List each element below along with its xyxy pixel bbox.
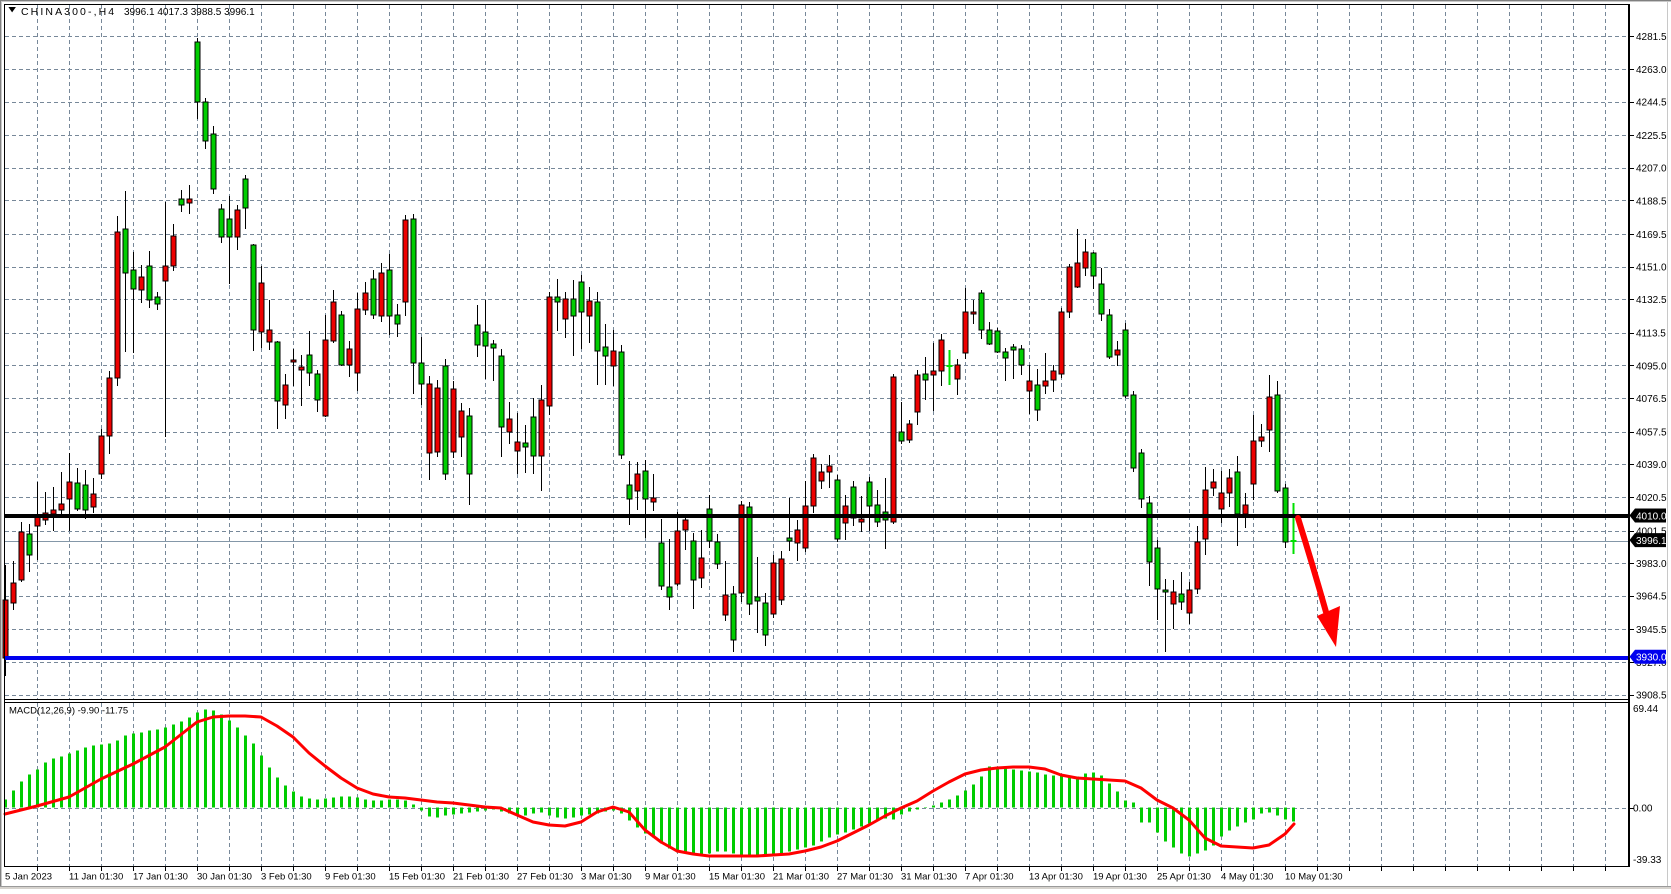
svg-text:MACD(12,26,9) -9.90 -11.75: MACD(12,26,9) -9.90 -11.75	[9, 706, 128, 717]
svg-text:4039.0: 4039.0	[1636, 460, 1667, 471]
svg-text:27 Mar 01:30: 27 Mar 01:30	[837, 872, 893, 883]
svg-text:27 Feb 01:30: 27 Feb 01:30	[517, 872, 573, 883]
svg-text:4095.0: 4095.0	[1636, 361, 1667, 372]
svg-text:4263.0: 4263.0	[1636, 65, 1667, 76]
svg-text:4244.5: 4244.5	[1636, 97, 1667, 108]
svg-text:7 Apr 01:30: 7 Apr 01:30	[965, 872, 1014, 883]
svg-text:4020.5: 4020.5	[1636, 493, 1667, 504]
svg-text:10 May 01:30: 10 May 01:30	[1285, 872, 1343, 883]
svg-text:3983.0: 3983.0	[1636, 559, 1667, 570]
svg-text:-39.33: -39.33	[1633, 855, 1662, 866]
svg-text:4188.5: 4188.5	[1636, 196, 1667, 207]
svg-text:15 Feb 01:30: 15 Feb 01:30	[389, 872, 445, 883]
svg-text:3996.1: 3996.1	[1636, 536, 1667, 547]
svg-text:15 Mar 01:30: 15 Mar 01:30	[709, 872, 765, 883]
svg-text:19 Apr 01:30: 19 Apr 01:30	[1093, 872, 1147, 883]
svg-text:9 Mar 01:30: 9 Mar 01:30	[645, 872, 696, 883]
svg-text:3 Feb 01:30: 3 Feb 01:30	[261, 872, 312, 883]
svg-text:3964.5: 3964.5	[1636, 592, 1667, 603]
svg-text:25 Apr 01:30: 25 Apr 01:30	[1157, 872, 1211, 883]
svg-text:4 May 01:30: 4 May 01:30	[1221, 872, 1273, 883]
svg-text:5 Jan 2023: 5 Jan 2023	[5, 872, 52, 883]
svg-text:13 Apr 01:30: 13 Apr 01:30	[1029, 872, 1083, 883]
svg-text:4225.5: 4225.5	[1636, 131, 1667, 142]
svg-text:4169.5: 4169.5	[1636, 230, 1667, 241]
svg-text:3908.5: 3908.5	[1636, 691, 1667, 702]
svg-text:CHINA300-,H4: CHINA300-,H4	[21, 6, 116, 18]
svg-text:3930.0: 3930.0	[1636, 653, 1667, 664]
svg-text:69.44: 69.44	[1633, 704, 1658, 715]
svg-text:30 Jan 01:30: 30 Jan 01:30	[197, 872, 252, 883]
svg-text:21 Mar 01:30: 21 Mar 01:30	[773, 872, 829, 883]
svg-text:3945.5: 3945.5	[1636, 625, 1667, 636]
svg-text:4076.5: 4076.5	[1636, 394, 1667, 405]
svg-text:4151.0: 4151.0	[1636, 262, 1667, 273]
svg-text:0.00: 0.00	[1633, 803, 1653, 814]
svg-text:31 Mar 01:30: 31 Mar 01:30	[901, 872, 957, 883]
svg-text:4281.5: 4281.5	[1636, 32, 1667, 43]
svg-text:4057.5: 4057.5	[1636, 428, 1667, 439]
svg-text:4113.5: 4113.5	[1636, 329, 1666, 340]
svg-text:4132.5: 4132.5	[1636, 295, 1667, 306]
svg-text:3996.1 4017.3 3988.5 3996.1: 3996.1 4017.3 3988.5 3996.1	[124, 7, 255, 18]
svg-text:9 Feb 01:30: 9 Feb 01:30	[325, 872, 376, 883]
svg-text:17 Jan 01:30: 17 Jan 01:30	[133, 872, 188, 883]
svg-text:4207.0: 4207.0	[1636, 164, 1667, 175]
svg-text:3 Mar 01:30: 3 Mar 01:30	[581, 872, 632, 883]
svg-text:4010.0: 4010.0	[1636, 511, 1667, 522]
svg-text:11 Jan 01:30: 11 Jan 01:30	[69, 872, 123, 883]
svg-text:4001.5: 4001.5	[1636, 526, 1667, 537]
svg-text:21 Feb 01:30: 21 Feb 01:30	[453, 872, 509, 883]
